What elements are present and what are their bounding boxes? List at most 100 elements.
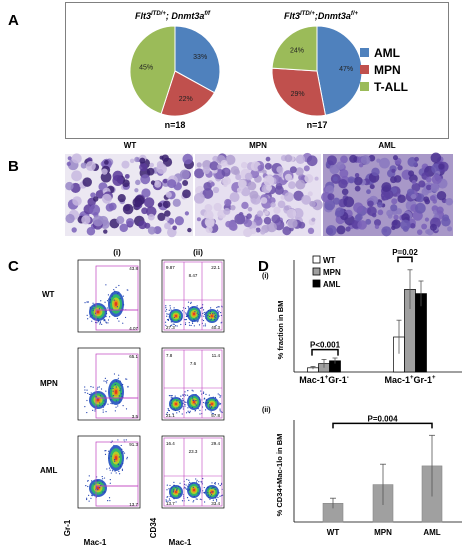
flow-event-dot <box>218 394 220 396</box>
stained-cell <box>429 195 436 202</box>
flow-event-dot <box>105 449 107 452</box>
flow-event-dot <box>204 501 206 503</box>
legend-label-mpn: MPN <box>374 63 401 77</box>
stained-cell <box>67 156 72 161</box>
stained-cell <box>243 218 253 228</box>
stained-cell <box>134 188 139 193</box>
stained-cell <box>425 176 432 183</box>
flow-event-dot <box>92 308 94 310</box>
flow-event-dot <box>118 374 120 376</box>
stained-cell <box>280 195 286 200</box>
flow-event-dot <box>100 388 103 390</box>
stained-cell <box>306 155 318 167</box>
stained-cell <box>209 161 219 171</box>
flow-event-dot <box>182 402 184 405</box>
pie-2-title: Flt3ITD/+;Dnmt3af/+ <box>284 11 359 21</box>
flow-event-dot <box>173 323 175 325</box>
stained-cell <box>82 177 92 187</box>
flow-event-dot <box>108 450 110 452</box>
stained-cell <box>293 190 304 201</box>
stained-cell <box>182 153 193 165</box>
flow-event-dot <box>99 322 102 324</box>
flow-event-dot <box>196 479 198 481</box>
flow-event-dot <box>114 410 116 412</box>
flow-event-dot <box>176 489 178 491</box>
flow-gate-lower <box>95 397 139 419</box>
flow-event-dot <box>202 391 205 393</box>
flow-event-dot <box>103 400 105 402</box>
flow-event-dot <box>218 310 220 313</box>
flow-event-dot <box>194 319 196 321</box>
panel-letter-b: B <box>8 158 19 175</box>
flow-event-dot <box>114 384 116 386</box>
panel-a-pies: Flt3ITD/+; Dnmt3af/f Flt3ITD/+;Dnmt3af/+… <box>129 11 408 130</box>
flow-event-dot <box>173 490 175 492</box>
flow-event-dot <box>104 319 106 321</box>
stained-cell <box>347 176 355 184</box>
flow-event-dot <box>217 393 219 395</box>
stained-cell <box>304 174 314 183</box>
p-value-mac1-gr1neg-bracket <box>311 348 339 356</box>
flow-event-dot <box>123 439 125 441</box>
flow-event-dot <box>200 390 202 392</box>
flow-event-dot <box>165 413 168 415</box>
flow-event-dot <box>178 406 180 408</box>
flow-gate-value: 9.87 <box>166 265 175 270</box>
flow-event-dot <box>213 316 216 318</box>
flow-event-dot <box>214 488 216 491</box>
flow-event-dot <box>217 306 219 308</box>
stained-cell <box>147 226 156 235</box>
flow-event-dot <box>191 482 193 484</box>
flow-event-dot <box>169 499 171 502</box>
stained-cell <box>234 213 246 225</box>
flow-gate-lower <box>95 309 139 331</box>
legend-label-aml: AML <box>323 280 340 289</box>
flow-event-dot <box>214 406 216 409</box>
flow-event-dot <box>199 498 201 500</box>
flow-event-dot <box>219 495 221 497</box>
panel-a-frame <box>65 2 449 139</box>
stained-cell <box>265 156 271 162</box>
flow-event-dot <box>123 452 126 454</box>
stained-cell <box>172 225 177 231</box>
flow-event-dot <box>92 386 94 388</box>
flow-plot-aml-i: 91.3 13.7 <box>77 435 141 509</box>
flow-event-dot <box>220 322 222 324</box>
flow-row-label-mpn: MPN <box>40 379 58 388</box>
pie-chart-2: 47% 29% 24% <box>271 25 363 117</box>
flow-event-dot <box>114 315 116 317</box>
stained-cell <box>212 186 220 194</box>
panel-letter-c: C <box>8 258 19 275</box>
stained-cell <box>339 169 349 178</box>
flow-event-dot <box>122 405 124 407</box>
stained-cell <box>179 169 190 180</box>
flow-event-dot <box>109 500 111 502</box>
stained-cell <box>157 202 163 208</box>
flow-event-dot <box>168 316 170 318</box>
stained-cell <box>343 196 355 208</box>
flow-population <box>174 402 178 406</box>
flow-event-dot <box>185 394 187 396</box>
flow-event-dot <box>118 401 121 403</box>
flow-event-dot <box>212 313 214 315</box>
stained-cell <box>229 192 240 203</box>
flow-event-dot <box>195 478 197 480</box>
flow-event-dot <box>169 484 171 487</box>
flow-population <box>96 486 100 490</box>
flow-event-dot <box>212 499 214 501</box>
flow-event-dot <box>117 439 119 441</box>
stained-cell <box>105 203 114 212</box>
flow-event-dot <box>208 394 210 396</box>
pie-1-label-mpn: 22% <box>179 96 193 103</box>
flow-event-dot <box>191 321 194 323</box>
flow-event-dot <box>172 491 174 493</box>
flow-event-dot <box>121 452 123 454</box>
stained-cell <box>335 207 345 217</box>
stained-cell <box>397 194 406 204</box>
flow-event-dot <box>205 317 207 319</box>
stained-cell <box>263 216 272 225</box>
flow-event-dot <box>173 316 175 319</box>
flow-event-dot <box>118 284 120 287</box>
stained-cell <box>187 227 192 233</box>
stained-cell <box>295 179 306 190</box>
